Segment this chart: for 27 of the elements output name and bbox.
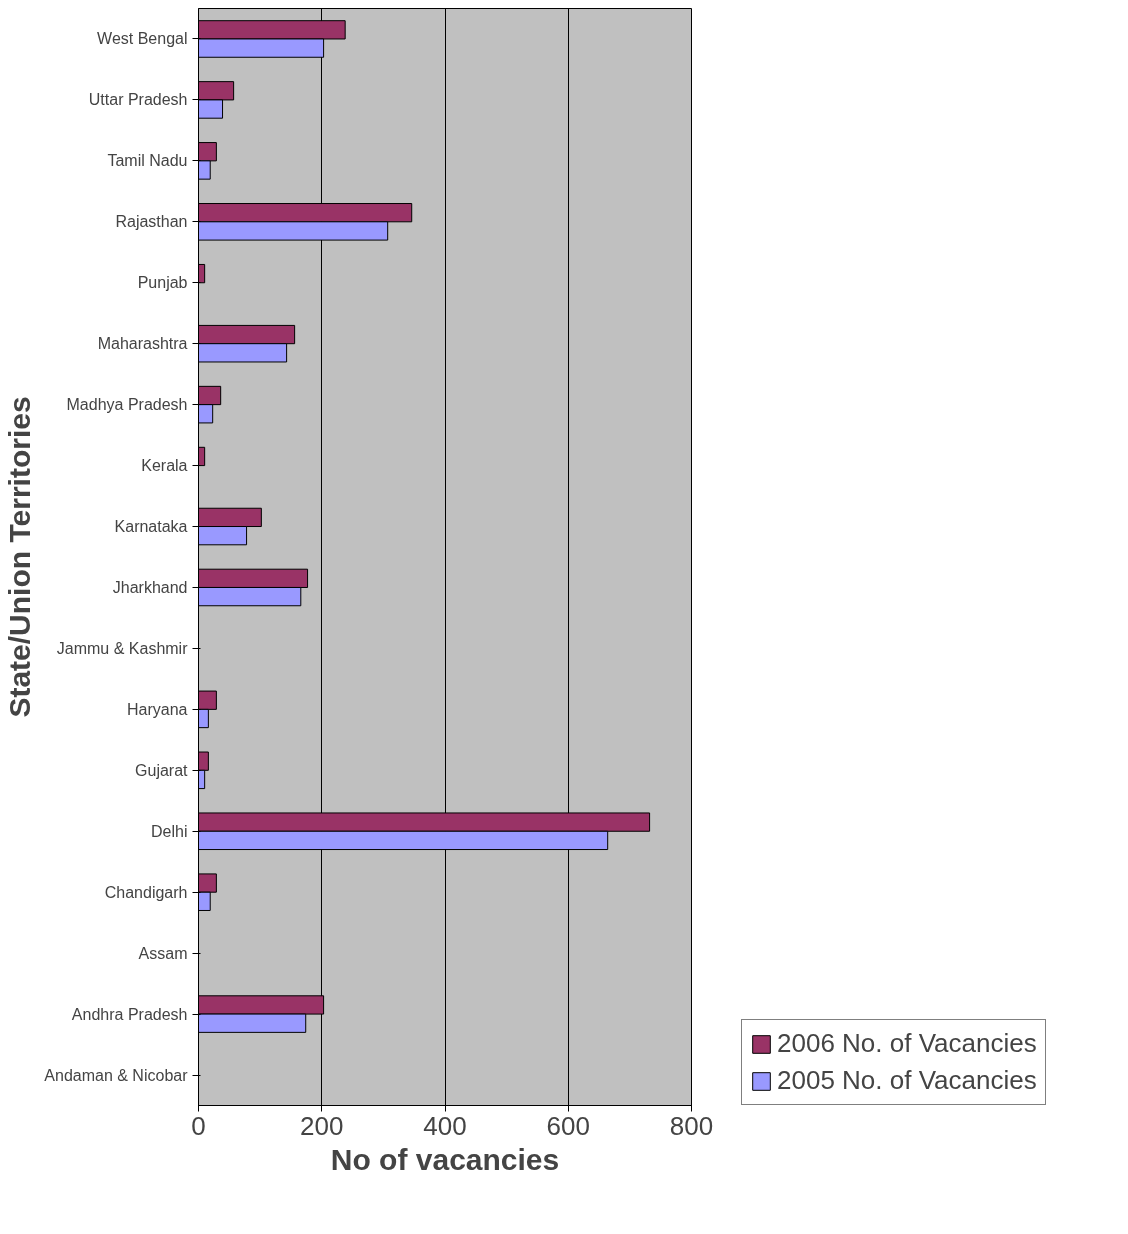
y-tick-label: Kerala (141, 457, 188, 475)
x-tick-label: 800 (669, 1110, 714, 1141)
y-tick-label: Rajasthan (115, 213, 188, 231)
y-tick-label: Andhra Pradesh (71, 1005, 188, 1023)
y-tick-label: Delhi (151, 822, 188, 840)
x-tick-label: 200 (300, 1110, 344, 1141)
x-tick-label: 400 (423, 1110, 467, 1141)
y-tick-label: Assam (138, 944, 188, 962)
x-tick-label: 600 (546, 1110, 590, 1141)
y-tick-label: Jammu & Kashmir (56, 639, 189, 657)
y-tick-label: Karnataka (114, 518, 188, 536)
x-tick-label: 0 (191, 1110, 206, 1141)
y-tick-label: Jharkhand (112, 578, 188, 596)
y-tick-label: West Bengal (97, 30, 188, 48)
y-axis-title: State/Union Territories (3, 396, 37, 718)
y-tick-label: Tamil Nadu (107, 152, 188, 170)
y-tick-label: Madhya Pradesh (66, 396, 188, 414)
x-axis-title: No of vacancies (330, 1142, 560, 1176)
y-tick-label: Uttar Pradesh (88, 91, 188, 109)
y-tick-label: Andaman & Nicobar (44, 1066, 189, 1084)
y-tick-label: Gujarat (135, 761, 189, 779)
legend-label: 2006 No. of Vacancies (777, 1028, 1037, 1059)
legend-label: 2005 No. of Vacancies (777, 1065, 1037, 1096)
y-tick-label: Punjab (137, 274, 188, 292)
y-tick-label: Chandigarh (104, 883, 188, 901)
y-tick-label: Maharashtra (97, 335, 188, 353)
y-tick-label: Haryana (127, 700, 188, 718)
